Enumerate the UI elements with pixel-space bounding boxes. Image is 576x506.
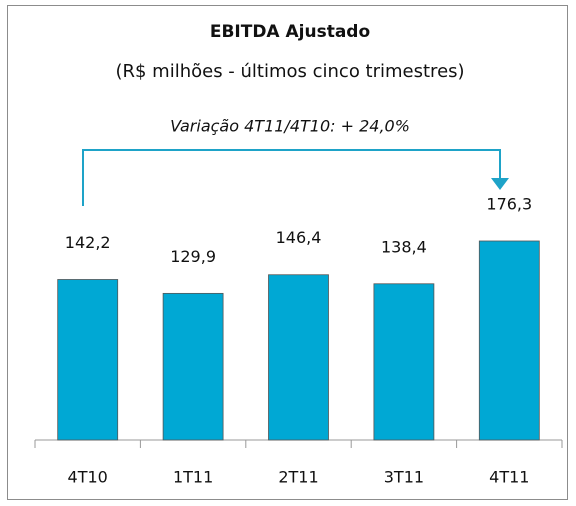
value-label: 129,9 (170, 247, 216, 266)
arrow-head (491, 178, 509, 190)
x-tick-label: 4T11 (489, 468, 529, 487)
chart-title: EBITDA Ajustado (210, 22, 370, 42)
value-label: 138,4 (381, 237, 427, 256)
bar (478, 240, 540, 441)
x-tick-label: 3T11 (384, 468, 424, 487)
chart-subtitle: (R$ milhões - últimos cinco trimestres) (115, 61, 464, 82)
x-tick-label: 1T11 (173, 468, 213, 487)
bar (162, 292, 224, 441)
value-label: 142,2 (65, 233, 111, 252)
x-tick-label: 2T11 (278, 468, 318, 487)
bar (268, 274, 329, 441)
annotation: Variação 4T11/4T10: + 24,0% (170, 117, 410, 136)
value-label: 146,4 (276, 228, 322, 247)
value-label: 176,3 (486, 195, 532, 214)
bar (373, 283, 435, 441)
x-tick-label: 4T10 (68, 468, 108, 487)
bar (57, 279, 119, 441)
bracket (82, 149, 501, 206)
